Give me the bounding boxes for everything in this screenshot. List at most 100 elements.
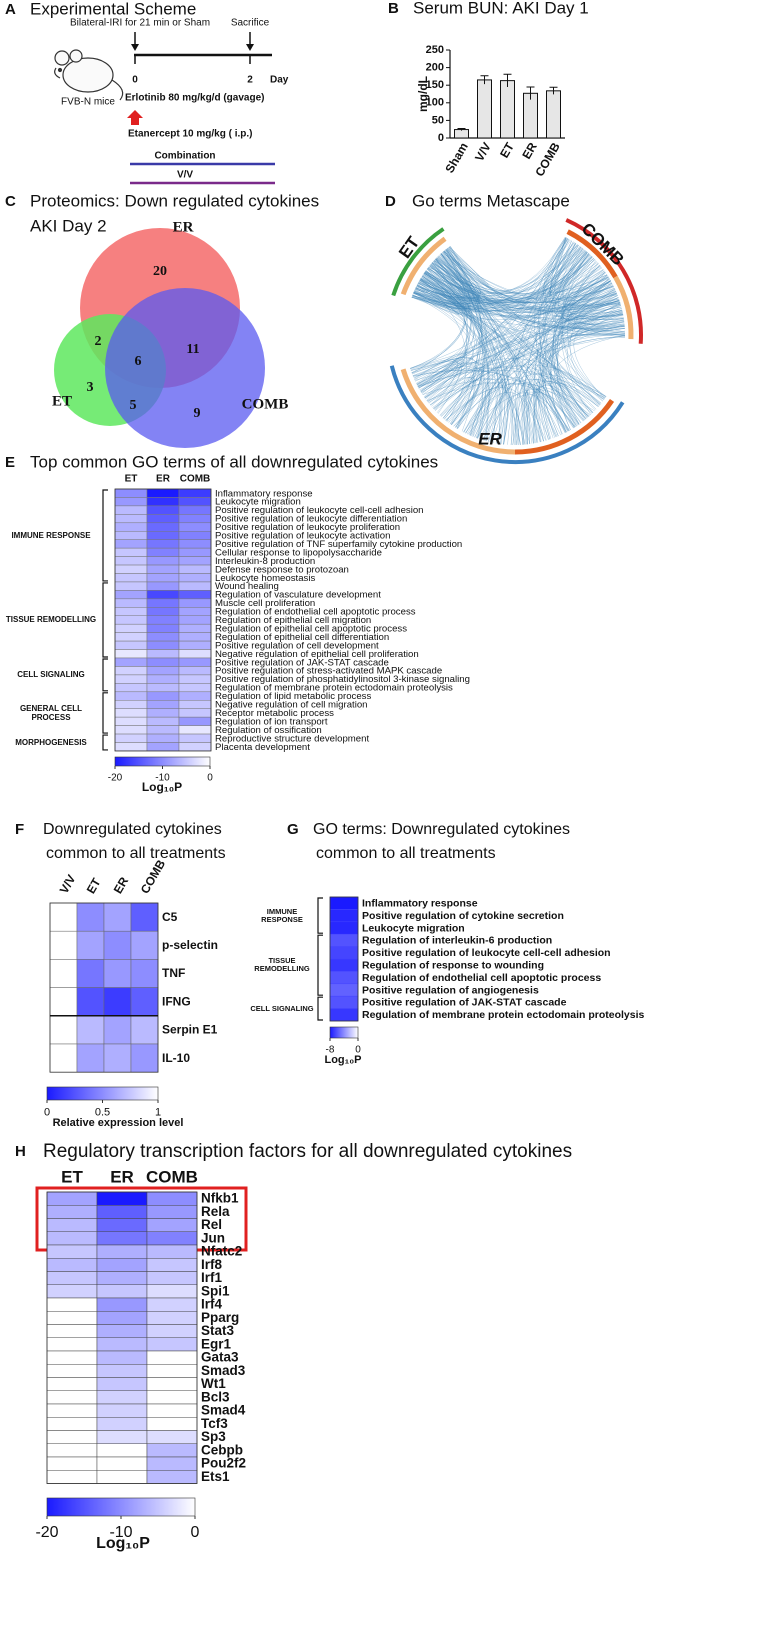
chord-link: [434, 249, 472, 286]
row-label: Regulation of lipid metabolic process: [215, 691, 371, 702]
chord-link: [446, 248, 590, 299]
empty-cell: [46, 1456, 98, 1471]
chord-link: [554, 327, 625, 431]
heatmap-cell: [146, 666, 180, 676]
heatmap-cell: [146, 700, 180, 709]
chord-link: [421, 276, 533, 444]
empty-cell: [146, 1350, 198, 1365]
colorbar-tick-label: -10: [109, 1524, 132, 1541]
chord-link: [412, 240, 572, 310]
chord-link: [542, 247, 589, 418]
chord-link: [418, 280, 611, 318]
colorbar-tick-label: 1: [155, 1107, 161, 1119]
heatmap-cell: [114, 700, 148, 709]
chord-link: [516, 319, 625, 445]
row-label: Cebpb: [201, 1442, 243, 1457]
chord-link: [410, 245, 470, 369]
chord-arc: [566, 229, 618, 279]
heatmap-cell: [46, 1231, 98, 1246]
chord-link: [421, 276, 611, 317]
row-label: Positive regulation of leukocyte cell-ce…: [215, 505, 424, 516]
timeline-unit: Day: [270, 75, 289, 86]
chord-link: [415, 287, 620, 314]
chord-link: [435, 250, 586, 294]
chord-link: [413, 292, 513, 445]
group-label: CELL SIGNALING: [17, 670, 85, 680]
row-label: Regulation of membrane protein ectodomai…: [215, 683, 453, 694]
chord-link: [433, 260, 510, 445]
row-label: Serpin E1: [162, 1023, 218, 1037]
heatmap-cell: [103, 959, 132, 988]
heatmap-cell: [49, 930, 78, 960]
heatmap-cell: [96, 1350, 148, 1365]
chord-link: [562, 249, 606, 298]
colorbar-tick-label: 0.5: [95, 1107, 110, 1119]
chord-link: [411, 267, 603, 310]
chord-link: [445, 387, 541, 443]
chord-link: [419, 280, 569, 432]
chord-link: [415, 358, 463, 386]
chord-link: [412, 357, 477, 417]
row-label: C5: [162, 910, 178, 924]
heatmap-cell: [114, 623, 148, 633]
row-label: Cellular response to lipopolysaccharide: [215, 547, 382, 558]
chord-link: [411, 273, 467, 374]
chord-link: [417, 277, 609, 388]
chord-link: [463, 336, 625, 433]
chord-link: [430, 237, 567, 406]
chord-link: [542, 320, 625, 440]
chord-link: [512, 282, 613, 446]
chord-link: [435, 258, 614, 312]
chord-link: [549, 265, 601, 429]
heatmap-cell: [146, 590, 180, 600]
chord-link: [422, 261, 597, 303]
row-label: Negative regulation of epithelial cell p…: [215, 649, 419, 660]
chord-link: [533, 299, 620, 444]
chord-link: [567, 326, 626, 336]
chord-link: [443, 251, 484, 429]
chord-link: [532, 335, 626, 444]
heatmap-cell: [130, 930, 159, 960]
heatmap-cell: [96, 1271, 148, 1285]
chord-link: [420, 278, 515, 446]
heatmap-cell: [96, 1191, 148, 1206]
chord-link: [561, 264, 624, 325]
chord-link: [413, 251, 588, 312]
group-label-box: CELL SIGNALING: [250, 1004, 313, 1012]
chord-link: [442, 251, 585, 421]
chord-link: [412, 369, 576, 428]
error-bar: [457, 127, 466, 131]
row-label: TNF: [162, 966, 185, 980]
chord-link: [569, 277, 610, 400]
heatmap-cell: [178, 657, 212, 667]
colorbar-tick-label: -10: [155, 773, 170, 784]
chord-link: [415, 241, 574, 300]
row-label: Muscle cell proliferation: [215, 598, 315, 609]
chord-link: [410, 257, 466, 369]
heatmap-cell: [96, 1430, 148, 1444]
chord-link: [553, 287, 615, 414]
chord-link: [440, 253, 585, 421]
heatmap-cell: [46, 1205, 98, 1219]
heatmap-cell: [146, 691, 180, 701]
chord-link: [417, 253, 482, 387]
chord-link: [421, 275, 514, 445]
heatmap-cell: [329, 958, 359, 972]
chord-link: [541, 324, 625, 438]
empty-cell: [46, 1417, 98, 1431]
chord-link: [533, 259, 596, 443]
chord-link: [444, 250, 587, 420]
chord-link: [448, 246, 489, 285]
empty-cell: [146, 1377, 198, 1391]
chord-link: [413, 281, 464, 311]
heatmap-cell: [329, 971, 359, 985]
row-label: Regulation of epithelial cell apoptotic …: [215, 623, 407, 634]
chord-link: [424, 243, 577, 294]
chord-link: [420, 278, 576, 428]
heatmap-cell: [96, 1390, 148, 1405]
chord-link: [434, 259, 501, 444]
chord-link: [433, 260, 485, 437]
chord-link: [424, 272, 620, 310]
heatmap-cell: [178, 497, 212, 507]
heatmap-cell: [114, 522, 148, 532]
